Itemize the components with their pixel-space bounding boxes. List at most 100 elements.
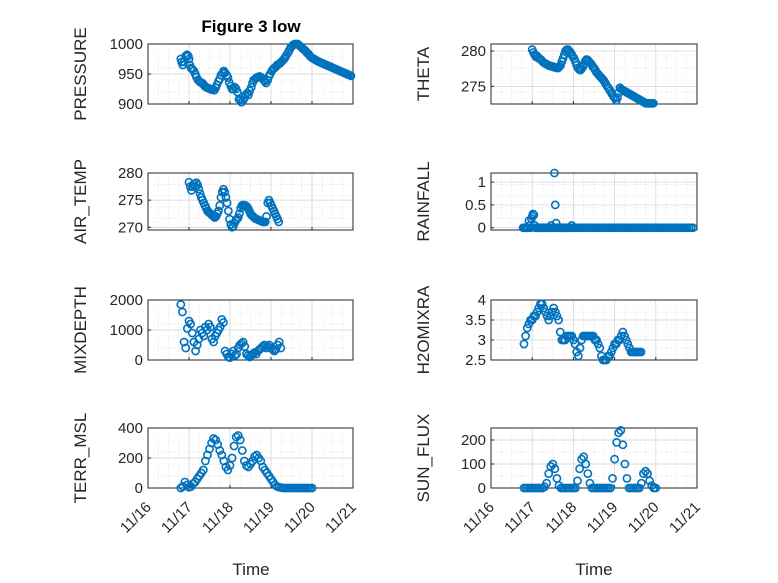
data-point	[618, 327, 628, 337]
subplot-theta: 280 275 THETA	[414, 43, 698, 108]
subplot-pressure: 1000 950 900 PRESSURE	[71, 27, 356, 121]
y-tick-label: 900	[118, 96, 143, 113]
y-tick-label: 275	[118, 192, 143, 209]
subplot-h2omixra: 4 3.5 3 2.5 H2OMIXRA	[414, 285, 698, 374]
data-point	[550, 307, 560, 317]
subplot-sun_flux: 200 100 0 11/16 11/17 11/18 11/19 11/20 11/21 SUN…	[414, 414, 704, 537]
data-point	[593, 339, 603, 349]
data-point	[271, 345, 281, 354]
data-point	[179, 337, 189, 347]
series-points	[519, 299, 646, 365]
y-tick-label: 1000	[110, 36, 143, 53]
data-point	[193, 180, 203, 190]
data-point	[219, 318, 228, 327]
x-tick-label: 11/17	[501, 499, 539, 537]
data-point	[214, 206, 223, 216]
minor-grid	[491, 300, 697, 360]
figure-title: Figure 3 low	[201, 17, 301, 36]
data-point	[592, 335, 601, 345]
data-point	[192, 340, 202, 350]
data-point	[223, 465, 233, 475]
data-point	[207, 210, 217, 220]
data-point	[225, 461, 235, 470]
data-point	[531, 311, 540, 321]
data-point	[274, 337, 284, 347]
data-point	[209, 434, 218, 443]
y-tick-label: 2.5	[465, 352, 486, 369]
y-tick-label: 100	[461, 456, 486, 473]
data-point	[610, 454, 619, 464]
y-tick-label: 0	[478, 480, 486, 497]
subplot-terr_msl: 400 200 0 11/16 11/17 11/18 11/19 11/20 11/21 TER…	[71, 413, 360, 537]
series-points	[519, 425, 661, 493]
y-tick-label: 3	[478, 332, 486, 349]
data-point	[194, 184, 204, 194]
data-point	[211, 435, 221, 445]
y-tick-label: 280	[118, 165, 143, 182]
data-point	[230, 351, 240, 360]
data-point	[268, 345, 278, 354]
y-axis-label: H2OMIXRA	[414, 285, 433, 374]
data-point	[539, 303, 549, 313]
data-point	[636, 478, 646, 488]
data-point	[581, 459, 591, 469]
data-point	[548, 459, 558, 469]
data-point	[595, 343, 605, 353]
data-point	[554, 315, 563, 325]
minor-grid	[491, 173, 697, 230]
data-point	[242, 202, 252, 212]
y-tick-label: 0	[135, 352, 143, 369]
data-point	[569, 335, 578, 345]
y-tick-label: 400	[118, 420, 143, 437]
y-tick-label: 1	[478, 174, 486, 191]
y-axis-label: SUN_FLUX	[414, 414, 433, 503]
data-point	[223, 206, 233, 216]
y-tick-label: 0.5	[465, 197, 486, 214]
data-point	[550, 200, 560, 210]
y-tick-label: 0	[478, 220, 486, 237]
data-point	[575, 464, 584, 474]
x-tick-label: 11/19	[240, 499, 278, 537]
data-point	[550, 464, 560, 474]
data-point	[645, 476, 655, 486]
data-point	[229, 441, 239, 451]
data-point	[688, 223, 698, 233]
data-point	[184, 54, 194, 64]
data-point	[307, 483, 317, 493]
data-point	[238, 337, 248, 347]
data-point	[182, 50, 192, 60]
y-axis-label: MIXDEPTH	[71, 286, 90, 374]
y-tick-label: 950	[118, 66, 143, 83]
data-point	[532, 307, 542, 317]
y-tick-label: 4	[478, 292, 486, 309]
data-point	[623, 339, 633, 349]
data-point	[608, 473, 617, 483]
data-point	[227, 453, 237, 463]
series-points	[184, 177, 284, 232]
y-tick-label: 275	[461, 78, 486, 95]
x-tick-label: 11/20	[625, 499, 663, 537]
x-tick-label: 11/21	[322, 499, 360, 537]
data-point	[575, 343, 585, 353]
x-axis-label-right: Time	[575, 560, 612, 579]
data-point	[232, 349, 241, 359]
data-point	[222, 198, 232, 208]
data-point	[554, 62, 564, 71]
data-point	[618, 440, 628, 450]
series-points	[176, 39, 356, 107]
data-point	[198, 465, 208, 475]
subplot-rainfall: 1 0.5 0 RAINFALL	[414, 161, 698, 242]
data-point	[235, 209, 244, 219]
y-axis-label: THETA	[414, 46, 433, 101]
data-point	[519, 339, 529, 349]
x-tick-label: 11/19	[584, 499, 622, 537]
data-point	[215, 201, 225, 210]
data-point	[221, 193, 231, 202]
data-point	[233, 213, 243, 222]
y-axis-label: AIR_TEMP	[71, 159, 90, 244]
data-point	[227, 222, 237, 232]
data-point	[215, 446, 225, 455]
x-tick-label: 11/20	[281, 499, 319, 537]
data-point	[262, 212, 271, 221]
